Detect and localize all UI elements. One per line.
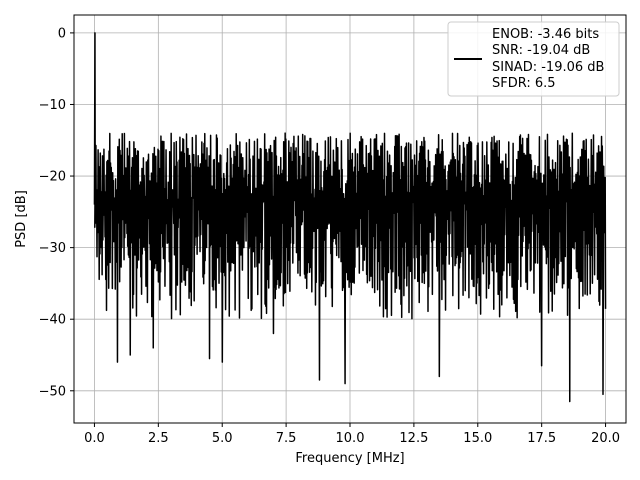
legend-entry-sfdr: SFDR: 6.5 (492, 76, 556, 91)
x-tick-label: 0.0 (84, 431, 105, 446)
legend-entry-snr: SNR: -19.04 dB (492, 43, 590, 58)
x-tick-label: 5.0 (212, 431, 233, 446)
legend-entry-sinad: SINAD: -19.06 dB (492, 60, 604, 75)
x-tick-label: 10.0 (336, 431, 365, 446)
series-group (93, 32, 607, 403)
x-tick-label: 20.0 (591, 431, 620, 446)
legend: ENOB: -3.46 bits SNR: -19.04 dB SINAD: -… (447, 21, 620, 97)
y-tick-label: −40 (39, 313, 66, 328)
y-tick-label: −50 (39, 384, 66, 399)
x-tick-label: 7.5 (276, 431, 297, 446)
y-tick-label: −30 (39, 241, 66, 256)
y-tick-label: 0 (58, 26, 66, 41)
legend-box (447, 21, 620, 97)
psd-series-line (93, 32, 607, 403)
y-tick-label: −20 (39, 170, 66, 185)
y-tick-label: −10 (39, 98, 66, 113)
x-axis-label: Frequency [MHz] (295, 451, 404, 466)
y-axis-label: PSD [dB] (14, 190, 29, 248)
legend-entry-enob: ENOB: -3.46 bits (492, 27, 599, 42)
x-tick-label: 2.5 (148, 431, 169, 446)
x-tick-label: 15.0 (463, 431, 492, 446)
ticks: 0.0 2.5 5.0 7.5 10.0 12.5 15.0 17.5 20.0 0 −10 −20 −… (39, 26, 620, 446)
x-tick-label: 17.5 (527, 431, 556, 446)
x-tick-label: 12.5 (399, 431, 428, 446)
